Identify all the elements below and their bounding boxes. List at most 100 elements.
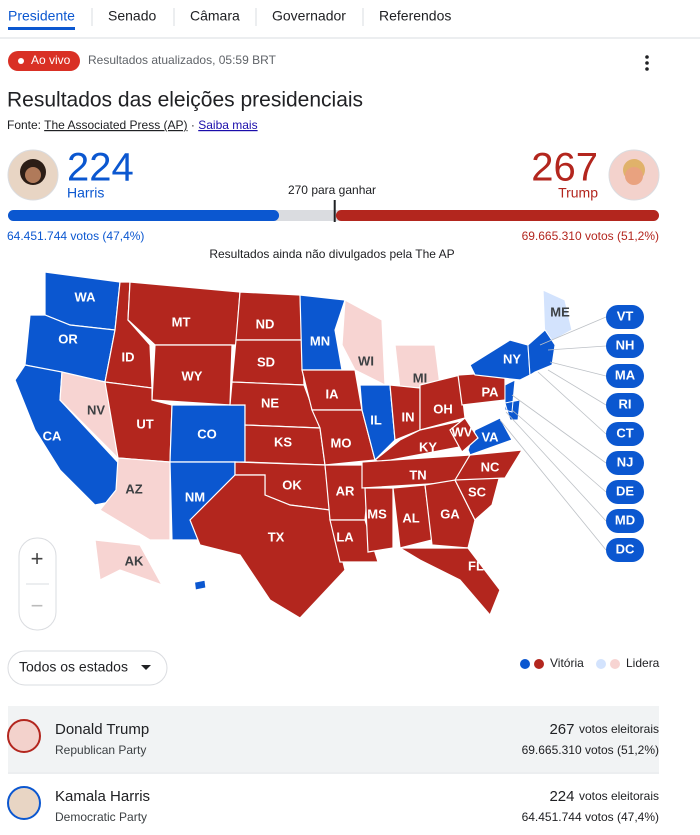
more-link[interactable]: Saiba mais — [198, 118, 257, 132]
state-pill[interactable] — [606, 509, 644, 533]
state-label: TX — [268, 529, 285, 544]
legend-dot — [610, 659, 620, 669]
source-prefix: Fonte: — [7, 118, 41, 132]
leader-line — [547, 369, 607, 406]
state[interactable] — [194, 579, 207, 591]
state-pill[interactable] — [606, 364, 644, 388]
note: Resultados ainda não divulgados pela The… — [209, 247, 454, 261]
harris-votes: 64.451.744 votos (47,4%) — [522, 810, 659, 824]
trump-row-bg — [8, 706, 659, 772]
source-link[interactable]: The Associated Press (AP) — [44, 118, 187, 132]
zoom-out[interactable]: − — [31, 593, 44, 618]
state[interactable] — [359, 384, 396, 462]
harris-photo-face — [25, 167, 41, 183]
legend-dot — [520, 659, 530, 669]
state-label: VT — [617, 308, 634, 323]
zoom-in[interactable]: + — [31, 546, 44, 571]
state-label: OH — [433, 401, 453, 416]
state[interactable] — [311, 409, 376, 466]
state-pill[interactable] — [606, 451, 644, 475]
state-pill[interactable] — [606, 538, 644, 562]
state-label: OR — [58, 331, 78, 346]
state-label: MI — [413, 370, 427, 385]
leader-line — [499, 419, 607, 551]
state[interactable] — [341, 299, 386, 386]
dropdown-box[interactable] — [7, 650, 168, 686]
state-label: NC — [481, 459, 500, 474]
state-label: MT — [172, 314, 191, 329]
state-label: DC — [616, 541, 635, 556]
state-pill[interactable] — [606, 393, 644, 417]
state[interactable] — [397, 547, 501, 617]
state[interactable] — [189, 474, 346, 619]
menu-button[interactable] — [645, 55, 649, 71]
dropdown[interactable]: Todos os estados — [7, 650, 168, 686]
tab[interactable]: Referendos — [379, 8, 451, 24]
state-label: MA — [615, 367, 636, 382]
state-label: GA — [440, 506, 460, 521]
harris-party: Democratic Party — [55, 810, 147, 824]
harris-bar — [8, 210, 280, 221]
leader-line — [539, 316, 607, 346]
tab[interactable]: Governador — [272, 8, 346, 24]
state[interactable] — [329, 519, 379, 563]
state-label: PA — [481, 384, 499, 399]
state-label: AR — [336, 483, 355, 498]
tab-underline — [8, 27, 75, 30]
state-label: VA — [481, 429, 499, 444]
trump-ev-number: 267 — [549, 721, 574, 738]
dropdown-text[interactable]: Todos os estados — [19, 659, 128, 675]
tab[interactable]: Câmara — [190, 8, 240, 24]
state-label: MO — [331, 435, 352, 450]
state[interactable] — [299, 294, 346, 371]
legend-lead: Lidera — [626, 656, 660, 670]
trump-votes-top: 69.665.310 votos (51,2%) — [522, 229, 659, 243]
legend: Vitória Lidera — [520, 656, 660, 670]
harris-ev-big: 224 — [67, 146, 134, 190]
state-label: NY — [503, 351, 521, 366]
state[interactable] — [453, 449, 524, 481]
state-pill[interactable] — [606, 334, 644, 358]
trump-short: Trump — [558, 185, 598, 201]
state-label: SD — [257, 354, 275, 369]
leader-line — [549, 361, 607, 377]
state-label: MN — [310, 333, 330, 348]
state-label: AZ — [125, 481, 142, 496]
state-label: RI — [619, 396, 632, 411]
state-pill[interactable] — [606, 480, 644, 504]
harris-name: Kamala Harris — [55, 788, 150, 805]
state-label: NM — [185, 489, 205, 504]
state-label: IN — [402, 409, 415, 424]
state-label: IA — [326, 386, 340, 401]
state-label: ME — [550, 304, 570, 319]
state-label: UT — [136, 416, 153, 431]
legend-win: Vitória — [550, 656, 584, 670]
trump-party: Republican Party — [55, 743, 146, 757]
state-label: ND — [256, 316, 275, 331]
tab[interactable]: Senado — [108, 8, 156, 24]
state[interactable] — [542, 289, 573, 346]
state-label: SC — [468, 484, 487, 499]
map[interactable]: WA OR CA NV ID MT WY UT AZ CO NM ND SD NE KS OK TX MN IA MO… — [14, 271, 644, 619]
state[interactable] — [94, 539, 164, 587]
leader-line — [537, 371, 607, 435]
trump-avatar — [7, 719, 41, 753]
trump-votes: 69.665.310 votos (51,2%) — [522, 743, 659, 757]
state[interactable] — [424, 479, 476, 549]
state-pill[interactable] — [606, 305, 644, 329]
state-pill[interactable] — [606, 422, 644, 446]
state[interactable] — [449, 417, 479, 453]
trump-photo-face — [625, 167, 643, 185]
state-label: CT — [616, 425, 633, 440]
state-label: LA — [336, 529, 354, 544]
state — [504, 379, 521, 421]
trump-name: Donald Trump — [55, 721, 149, 738]
state-label: AK — [125, 553, 144, 568]
state-label: TN — [409, 467, 426, 482]
state-label: NV — [87, 402, 105, 417]
tab[interactable]: Presidente — [8, 8, 75, 24]
state-label: NH — [616, 337, 635, 352]
state-label: OK — [282, 477, 302, 492]
state[interactable] — [364, 487, 394, 553]
